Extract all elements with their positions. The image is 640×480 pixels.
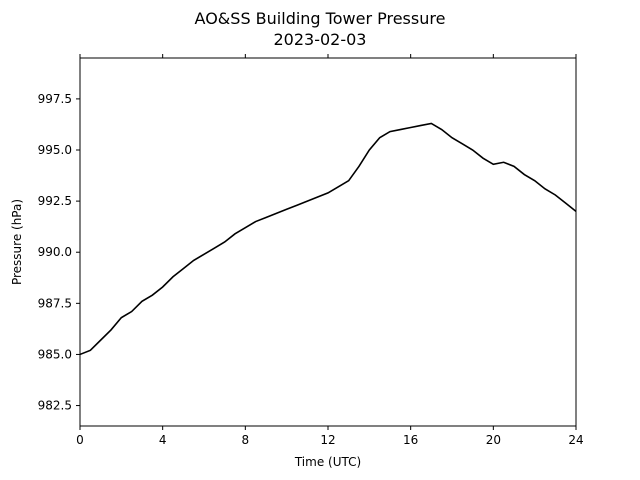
y-tick-label: 982.5 (38, 399, 72, 413)
chart-title: AO&SS Building Tower Pressure (195, 9, 446, 28)
x-axis-label: Time (UTC) (294, 455, 361, 469)
pressure-series-line (79, 122, 577, 356)
y-axis: 982.5 985.0 987.5 990.0 992.5 995.0 997.5 (38, 92, 80, 413)
y-tick-label: 992.5 (38, 194, 72, 208)
x-axis: 0 4 8 12 16 20 24 (76, 54, 584, 447)
x-tick-label: 16 (403, 433, 418, 447)
x-tick-label: 20 (486, 433, 501, 447)
x-tick-label: 12 (320, 433, 335, 447)
y-tick-label: 985.0 (38, 347, 72, 361)
y-tick-label: 987.5 (38, 296, 72, 310)
x-tick-label: 4 (159, 433, 167, 447)
y-axis-label: Pressure (hPa) (10, 199, 24, 285)
y-tick-label: 997.5 (38, 92, 72, 106)
x-tick-label: 8 (242, 433, 250, 447)
x-tick-label: 24 (568, 433, 583, 447)
chart-subtitle: 2023-02-03 (274, 30, 367, 49)
x-tick-label: 0 (76, 433, 84, 447)
y-tick-label: 990.0 (38, 245, 72, 259)
y-tick-label: 995.0 (38, 143, 72, 157)
plot-area (79, 57, 577, 427)
